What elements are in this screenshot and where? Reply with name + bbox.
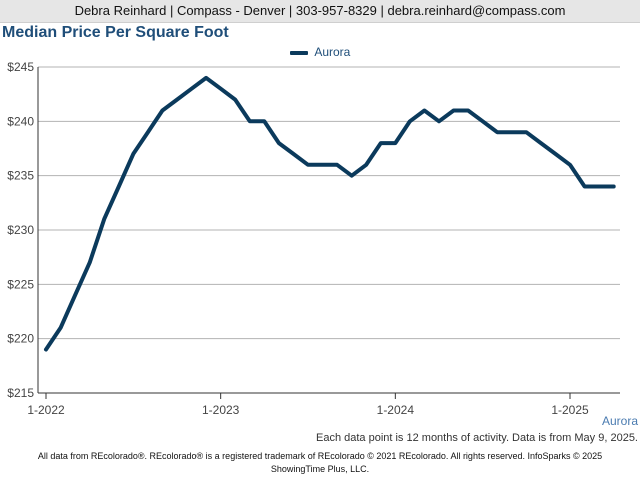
legend-swatch [289,50,308,55]
data-point [467,109,470,112]
data-point [554,152,557,155]
y-tick-label: $215 [7,386,34,400]
data-point [379,142,382,145]
x-tick-label: 1-2025 [551,403,589,417]
y-tick-label: $225 [7,277,34,291]
series-line-aurora [44,75,616,352]
chart-legend[interactable]: Aurora [0,45,640,59]
data-point [190,87,193,90]
chart-title: Median Price Per Square Foot [2,24,229,41]
data-point [510,131,513,134]
data-point [408,120,411,123]
legend-label[interactable]: Aurora [314,45,351,59]
series-label: Aurora [601,414,638,428]
data-point [248,120,251,123]
data-point [277,142,280,145]
footer-line-2: ShowingTime Plus, LLC. [270,464,370,474]
data-point [205,76,208,79]
y-tick-label: $230 [7,223,34,237]
data-point [321,163,324,166]
x-tick-label: 1-2022 [27,403,65,417]
data-point [88,261,91,264]
data-point [146,131,149,134]
data-point [117,185,120,188]
data-point [350,174,353,177]
data-point [59,326,62,329]
data-point [263,120,266,123]
y-tick-label: $235 [7,169,34,183]
footer-line-1: All data from REcolorado®. REcolorado® i… [37,451,603,461]
data-point [481,120,484,123]
data-point [394,142,397,145]
y-tick-label: $245 [7,60,34,74]
data-point [292,152,295,155]
y-tick-label: $220 [7,332,34,346]
data-point [103,218,106,221]
data-point [496,131,499,134]
data-point [132,152,135,155]
data-point [219,87,222,90]
x-tick-label: 1-2023 [202,403,240,417]
copyright-footer: All data from REcolorado®. REcolorado® i… [0,450,640,476]
data-point [598,185,601,188]
data-note: Each data point is 12 months of activity… [315,432,638,444]
data-point [307,163,310,166]
data-point [525,131,528,134]
agent-contact-bar: Debra Reinhard | Compass - Denver | 303-… [0,0,640,23]
x-tick-label: 1-2024 [377,403,415,417]
data-point [161,109,164,112]
data-point [423,109,426,112]
data-point [583,185,586,188]
data-point [176,98,179,101]
data-point [365,163,368,166]
data-point [438,120,441,123]
data-point [569,163,572,166]
data-point [234,98,237,101]
data-point [74,294,77,297]
data-point [612,185,615,188]
data-point [336,163,339,166]
data-point [452,109,455,112]
y-tick-label: $240 [7,114,34,128]
data-point [45,348,48,351]
data-point [539,142,542,145]
